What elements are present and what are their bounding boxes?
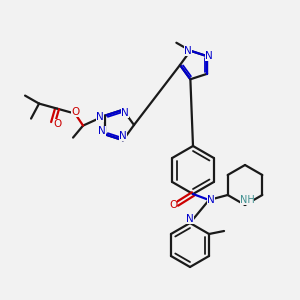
- Text: N: N: [186, 214, 194, 224]
- Text: N: N: [207, 195, 215, 205]
- Text: N: N: [205, 51, 213, 61]
- Text: N: N: [119, 131, 127, 141]
- Text: O: O: [169, 200, 177, 210]
- Text: N: N: [121, 108, 129, 118]
- Text: N: N: [98, 126, 106, 136]
- Text: NH: NH: [240, 195, 254, 205]
- Text: O: O: [53, 118, 61, 129]
- Text: N: N: [96, 112, 104, 122]
- Text: O: O: [71, 106, 79, 117]
- Text: N: N: [184, 46, 192, 56]
